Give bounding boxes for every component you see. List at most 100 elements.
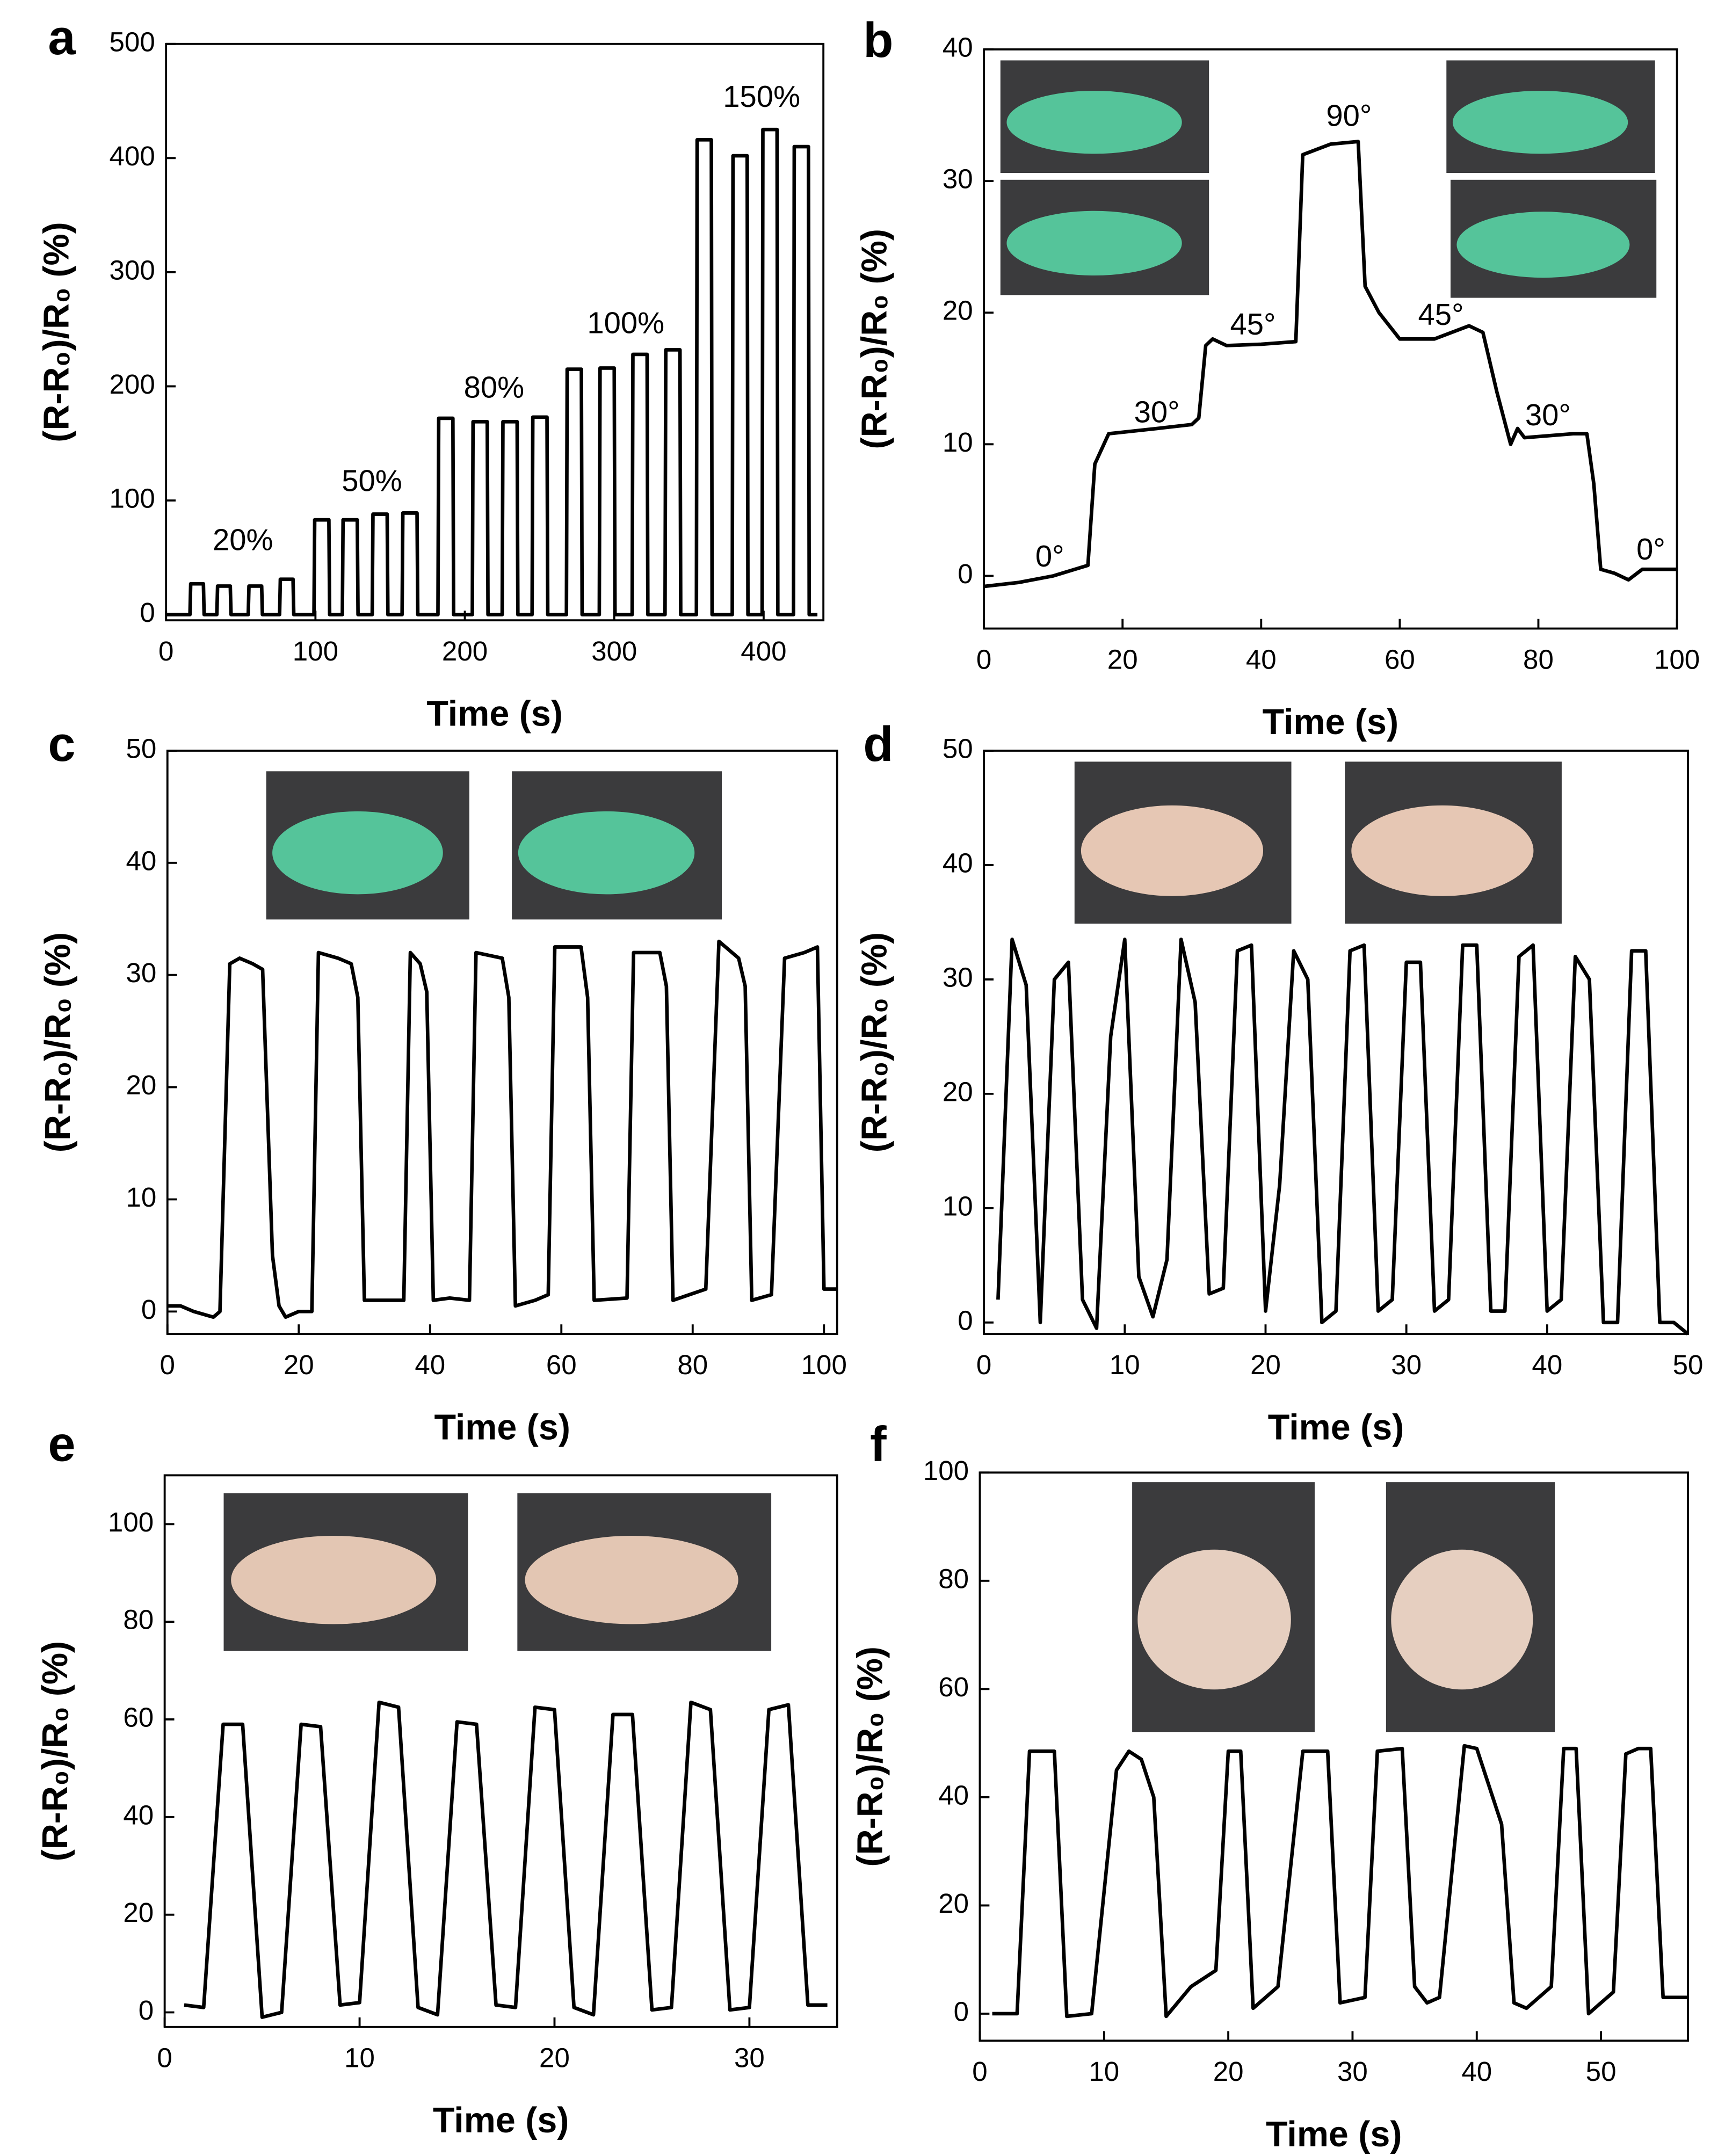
plot-frame [165,42,825,622]
inset-subject [1006,91,1182,154]
inset-subject [1006,210,1182,275]
x-tick-label: 10 [1110,1349,1140,1380]
panel-label: b [863,13,893,68]
x-axis-label: Time (s) [1263,702,1399,742]
y-tick-label: 20 [943,1076,973,1107]
inset-subject [231,1535,437,1624]
y-tick-label: 40 [943,32,973,63]
inset-subject [1391,1549,1533,1690]
panel-label: d [863,717,893,772]
y-tick-label: 30 [943,164,973,194]
data-line [992,1744,1688,2019]
x-axis-label: Time (s) [1266,2115,1402,2154]
y-tick-label: 40 [943,847,973,878]
x-tick-label: 200 [442,636,488,666]
y-tick-label: 60 [938,1672,969,1702]
y-tick-label: 20 [123,1897,154,1928]
y-tick-label: 10 [943,427,973,458]
y-tick-label: 20 [126,1070,156,1100]
annotation: 45° [1230,307,1275,341]
y-tick-label: 100 [110,483,155,513]
x-tick-label: 20 [539,2043,570,2073]
x-tick-label: 80 [1523,644,1554,674]
y-tick-label: 0 [140,597,155,628]
inset-subject [1351,805,1534,896]
plot-frame [983,48,1678,630]
annotation: 0° [1035,539,1064,573]
y-axis-label: (R-R₀)/R₀ (%) [854,229,894,449]
panel-label: e [48,1417,75,1472]
y-tick-label: 20 [938,1888,969,1919]
y-tick-label: 10 [126,1182,156,1213]
panel-label: f [870,1417,887,1472]
inset-subject [1137,1549,1291,1690]
y-tick-label: 30 [943,962,973,992]
annotation: 20% [213,522,273,556]
x-tick-label: 20 [1250,1349,1281,1380]
y-tick-label: 60 [123,1702,154,1732]
x-tick-label: 10 [1089,2056,1119,2087]
x-tick-label: 40 [1461,2056,1492,2087]
annotation: 0° [1636,532,1665,566]
x-tick-label: 50 [1673,1349,1704,1380]
plot-frame [166,750,838,1335]
x-tick-label: 30 [1337,2056,1368,2087]
annotation: 100% [587,306,664,340]
data-line [996,938,1690,1335]
x-tick-label: 0 [158,636,173,666]
data-line [983,140,1677,589]
x-tick-label: 100 [801,1349,847,1380]
x-tick-label: 100 [1654,644,1700,674]
x-tick-label: 10 [344,2043,375,2073]
y-tick-label: 50 [126,733,156,764]
y-tick-label: 80 [123,1605,154,1635]
x-tick-label: 40 [1532,1349,1562,1380]
x-tick-label: 80 [677,1349,708,1380]
annotation: 50% [342,463,402,497]
data-line [166,127,818,616]
y-axis-label: (R-R₀)/R₀ (%) [851,1646,890,1867]
x-tick-label: 20 [1107,644,1138,674]
inset-subject [518,811,695,895]
inset-subject [525,1535,738,1624]
y-tick-label: 400 [110,141,155,171]
x-axis-label: Time (s) [434,1408,570,1448]
y-tick-label: 50 [943,733,973,764]
plot-frame [163,1474,838,2028]
x-tick-label: 30 [734,2043,765,2073]
x-tick-label: 0 [976,1349,991,1380]
panel-label: c [48,717,75,772]
x-tick-label: 0 [972,2056,987,2087]
y-tick-label: 0 [958,1305,973,1335]
y-axis-label: (R-R₀)/R₀ (%) [37,222,76,442]
y-tick-label: 10 [943,1190,973,1221]
x-tick-label: 0 [976,644,991,674]
y-axis-label: (R-R₀)/R₀ (%) [854,932,894,1152]
x-tick-label: 30 [1391,1349,1422,1380]
y-tick-label: 0 [139,1995,154,2026]
y-tick-label: 20 [943,295,973,326]
y-tick-label: 40 [938,1780,969,1810]
y-tick-label: 0 [141,1294,156,1325]
y-tick-label: 30 [126,957,156,988]
x-tick-label: 0 [160,1349,175,1380]
y-tick-label: 0 [958,558,973,589]
data-line [184,1700,828,2019]
y-tick-label: 300 [110,255,155,285]
x-tick-label: 20 [1213,2056,1244,2087]
x-tick-label: 300 [591,636,637,666]
x-tick-label: 40 [415,1349,445,1380]
annotation: 90° [1326,99,1372,133]
inset-subject [1456,212,1630,278]
y-axis-label: (R-R₀)/R₀ (%) [38,932,78,1152]
x-tick-label: 60 [546,1349,577,1380]
annotation: 45° [1418,297,1464,331]
y-tick-label: 200 [110,369,155,400]
x-tick-label: 60 [1385,644,1415,674]
x-tick-label: 20 [284,1349,314,1380]
annotation: 150% [723,79,800,113]
plot-frame [983,750,1689,1335]
inset-subject [1081,805,1264,896]
inset-subject [1452,91,1628,154]
